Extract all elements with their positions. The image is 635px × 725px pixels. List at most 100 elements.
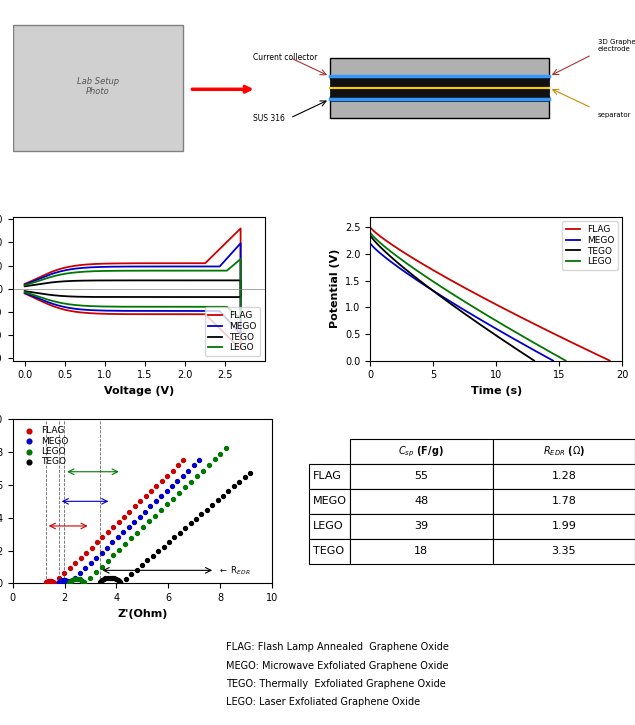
MEGO <box>57 575 67 587</box>
FancyBboxPatch shape <box>330 57 549 79</box>
FLAG <box>41 578 51 589</box>
LEGO <box>65 576 75 588</box>
MEGO <box>107 536 117 548</box>
LEGO <box>459 297 467 305</box>
MEGO <box>453 302 461 310</box>
TEGO <box>103 572 113 584</box>
LEGO <box>109 550 119 561</box>
TEGO <box>175 527 185 539</box>
FLAG <box>76 552 86 563</box>
MEGO <box>54 577 64 589</box>
LEGO <box>526 336 534 345</box>
MEGO <box>58 574 68 586</box>
MEGO <box>59 574 69 586</box>
FLAG <box>217 244 224 252</box>
TEGO <box>109 572 119 584</box>
FLAG <box>65 563 75 574</box>
TEGO <box>530 356 538 365</box>
TEGO <box>185 518 196 529</box>
MEGO <box>63 576 73 587</box>
TEGO <box>21 282 29 291</box>
Text: SUS 316: SUS 316 <box>253 114 285 123</box>
TEGO <box>114 575 124 587</box>
TEGO <box>164 536 174 547</box>
LEGO <box>77 575 87 587</box>
FLAG <box>366 223 374 232</box>
TEGO <box>142 555 152 566</box>
LEGO <box>70 573 80 585</box>
MEGO <box>81 563 91 574</box>
MEGO <box>545 354 552 362</box>
FLAG <box>49 578 59 589</box>
LEGO <box>21 288 29 297</box>
TEGO <box>501 337 509 346</box>
Line: MEGO: MEGO <box>25 244 241 334</box>
LEGO <box>237 314 244 323</box>
TEGO <box>202 504 212 515</box>
TEGO <box>153 545 163 557</box>
MEGO <box>237 239 244 248</box>
Y-axis label: Potential (V): Potential (V) <box>330 249 340 328</box>
MEGO <box>102 542 112 553</box>
TEGO <box>207 499 217 510</box>
TEGO <box>95 576 105 588</box>
LEGO <box>562 356 570 365</box>
X-axis label: Time (s): Time (s) <box>471 386 522 396</box>
LEGO <box>197 465 208 476</box>
LEGO <box>197 302 204 311</box>
MEGO <box>97 547 107 558</box>
LEGO <box>78 576 88 587</box>
MEGO <box>55 576 65 588</box>
LEGO <box>472 304 480 313</box>
MEGO <box>194 455 204 466</box>
TEGO <box>444 297 452 306</box>
TEGO <box>191 513 201 525</box>
FLAG <box>47 576 57 587</box>
FLAG <box>163 310 171 318</box>
TEGO <box>217 276 224 285</box>
Text: separator: separator <box>598 112 631 118</box>
TEGO <box>163 293 171 302</box>
LEGO <box>21 281 29 290</box>
TEGO <box>132 276 140 285</box>
LEGO <box>76 574 86 586</box>
Line: FLAG: FLAG <box>370 228 610 360</box>
LEGO <box>132 527 142 539</box>
LEGO <box>69 573 79 585</box>
LEGO <box>91 566 101 578</box>
TEGO <box>100 572 110 584</box>
FLAG <box>21 289 29 298</box>
TEGO <box>107 572 117 584</box>
TEGO <box>137 559 147 571</box>
TEGO <box>213 494 223 506</box>
LEGO <box>460 297 468 306</box>
FLAG <box>54 573 64 584</box>
Text: Current collector: Current collector <box>253 53 318 62</box>
TEGO <box>464 312 472 320</box>
Legend: FLAG, MEGO, LEGO, TEGO: FLAG, MEGO, LEGO, TEGO <box>17 423 70 469</box>
FLAG <box>48 577 58 589</box>
MEGO <box>135 511 145 523</box>
TEGO <box>445 298 453 307</box>
FLAG <box>482 294 490 303</box>
MEGO <box>161 485 171 497</box>
LEGO <box>483 311 490 320</box>
LEGO <box>84 572 95 584</box>
LEGO <box>210 453 220 465</box>
LEGO <box>156 505 166 516</box>
FLAG <box>563 336 570 344</box>
Line: FLAG: FLAG <box>25 228 241 349</box>
TEGO <box>95 575 105 587</box>
LEGO <box>163 302 171 311</box>
MEGO <box>217 261 224 270</box>
MEGO <box>126 307 134 315</box>
MEGO <box>21 289 29 297</box>
LEGO <box>126 532 137 544</box>
FLAG <box>135 495 145 507</box>
LEGO <box>150 510 160 521</box>
FLAG <box>86 542 97 553</box>
FLAG <box>114 516 124 528</box>
FLAG <box>600 354 608 362</box>
TEGO <box>366 231 374 240</box>
MEGO <box>465 309 473 318</box>
